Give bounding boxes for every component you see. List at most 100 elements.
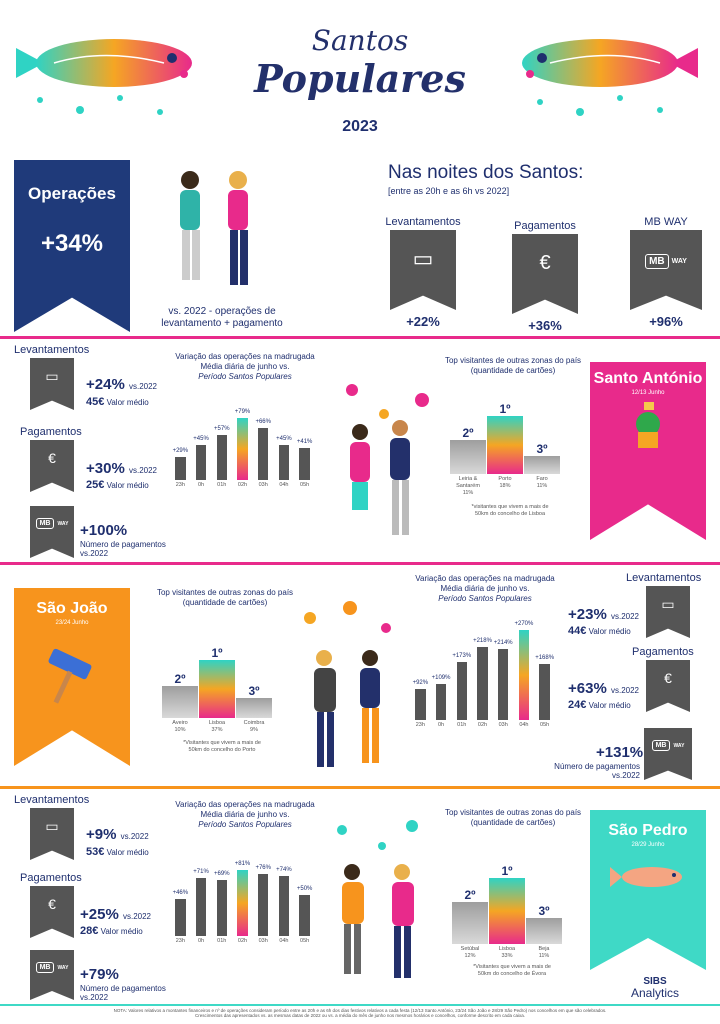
chart-tick-label: 03h [258,938,268,944]
chart-data-label: +41% [296,438,313,445]
hero-caption: vs. 2022 - operações de levantamento + p… [161,306,283,329]
s0-lev-pct: +24% vs.2022 [86,376,157,393]
s0-dancers-illustration [346,384,429,535]
chart-tick-label: 04h [279,482,289,488]
s1-podium-2nd-num: 2º [174,672,186,686]
chart-tick-label: 05h [540,722,550,728]
hero-card-pagamentos: € [512,234,578,314]
s0-podium-2nd-num: 2º [462,426,474,440]
s0-podium-3rd-num: 3º [536,442,548,456]
s2-mbway-pct: +79% [80,966,119,983]
hand-coin-icon: € [539,252,551,274]
chart-data-label: +270% [514,621,534,627]
s2-saint-date: 28/29 Junho [631,842,665,848]
footer-note: NOTA: Valores relativos a montantes fina… [113,1008,607,1018]
hero-card-value-levantamentos: +22% [406,314,440,329]
s1-pag-pct: +63% vs.2022 [568,680,639,697]
fish-left-icon [16,39,192,87]
title-santos: Santos [311,24,409,57]
s1-mbway-icon-pennant: MB WAY [644,728,692,780]
s1-pag-avg: 24€ Valor médio [568,699,631,711]
s2-top-title: Top visitantes de outras zonas do país (… [444,808,582,827]
chart-bar [216,879,227,936]
s2-bar-chart: +46% 23h +71% 0h +69% 01h +81% 02h +76% 03h +74% 04… [170,852,315,946]
chart-data-label: +168% [535,655,555,661]
s1-podium-1st [199,660,235,718]
chart-bar [518,630,530,720]
chart-bar [195,878,207,936]
hand-coin-icon: € [48,450,56,466]
s0-podium-1st-num: 1º [499,402,511,416]
hero-card-levantamentos: ▭ [390,230,456,310]
atm-cash-icon: ▭ [661,596,675,612]
operations-value: +34% [40,230,104,257]
s2-podium-2nd [452,902,488,944]
mbway-logo-icon: MB WAY [30,518,74,529]
s2-podium-3rd [526,918,562,944]
chart-bar [258,428,269,480]
s1-lev-pct: +23% vs.2022 [568,606,639,623]
s2-pag-label: Pagamentos [20,872,82,884]
s2-podium-2nd-label: Setúbal 12% [460,946,480,959]
s1-lev-label: Levantamentos [626,572,702,584]
s1-podium-2nd [162,686,198,718]
s0-podium-note: *visitantes que vivem a mais de 50km do c… [471,504,549,517]
hand-coin-icon: € [664,670,672,686]
s0-saint-date: 12/13 Junho [631,390,665,396]
s2-lev-pct: +9% vs.2022 [86,826,149,843]
s2-podium-1st [489,878,525,944]
chart-tick-label: 01h [457,722,467,728]
chart-data-label: +46% [172,889,189,896]
s0-pag-pct: +30% vs.2022 [86,460,157,477]
s2-pag-avg: 28€ Valor médio [80,925,143,937]
chart-data-label: +45% [276,435,292,442]
chart-bar [415,689,426,720]
chart-bar [539,664,550,720]
hero-card-value-pagamentos: +36% [528,318,562,333]
hammer-icon [14,636,130,711]
chart-data-label: +81% [234,861,251,867]
chart-tick-label: 23h [175,938,185,944]
s0-podium-1st-label: Porto 18% [498,476,512,489]
confetti-dots [37,95,663,116]
chart-data-label: +50% [296,886,313,893]
s1-var-title: Variação das operações na madrugada Médi… [415,574,555,603]
chart-bar [216,435,227,480]
s2-dancers-illustration [337,820,418,978]
chart-data-label: +218% [473,638,492,645]
hero-card-label-pagamentos: Pagamentos [514,220,576,232]
chart-tick-label: 23h [175,482,185,488]
s2-mbway-caption: Número de pagamentos vs.2022 [80,984,166,1002]
chart-tick-label: 02h [237,938,248,944]
atm-cash-icon: ▭ [412,246,434,271]
s1-podium-3rd-num: 3º [248,684,260,698]
hero-card-label-levantamentos: Levantamentos [385,216,461,228]
s2-saint-pennant: São Pedro 28/29 Junho [590,810,706,970]
s0-pag-avg: 25€ Valor médio [86,479,149,491]
chart-bar [278,875,290,936]
chart-tick-label: 03h [498,722,508,728]
s1-lev-icon-pennant: ▭ [646,586,690,638]
chart-data-label: +109% [431,674,451,681]
chart-tick-label: 05h [300,938,310,944]
hero-card-value-mbway: +96% [649,314,683,329]
s1-podium-2nd-label: Aveiro 10% [172,720,188,733]
chart-data-label: +57% [214,426,230,433]
chart-bar [175,457,186,480]
chart-bar [299,447,310,480]
s1-top-title: Top visitantes de outras zonas do país (… [156,588,294,607]
divider-pink-2 [0,562,720,565]
hero-card-label-mbway: MB WAY [644,216,688,228]
s1-podium-3rd [236,698,272,718]
s1-bar-chart: +92% 23h +109% 0h +173% 01h +218% 02h +214% 03h +2… [410,612,555,730]
s2-lev-label: Levantamentos [14,794,90,806]
s0-lev-label: Levantamentos [14,344,90,356]
chart-tick-label: 05h [300,482,310,488]
chart-tick-label: 0h [437,722,445,728]
s0-podium-3rd [524,456,560,474]
s1-podium-1st-label: Lisboa 37% [208,720,226,733]
chart-data-label: +45% [193,435,209,442]
mbway-logo-icon: MB WAY [30,962,74,973]
operations-label: Operações [28,184,116,203]
sardine-icon [590,862,706,897]
